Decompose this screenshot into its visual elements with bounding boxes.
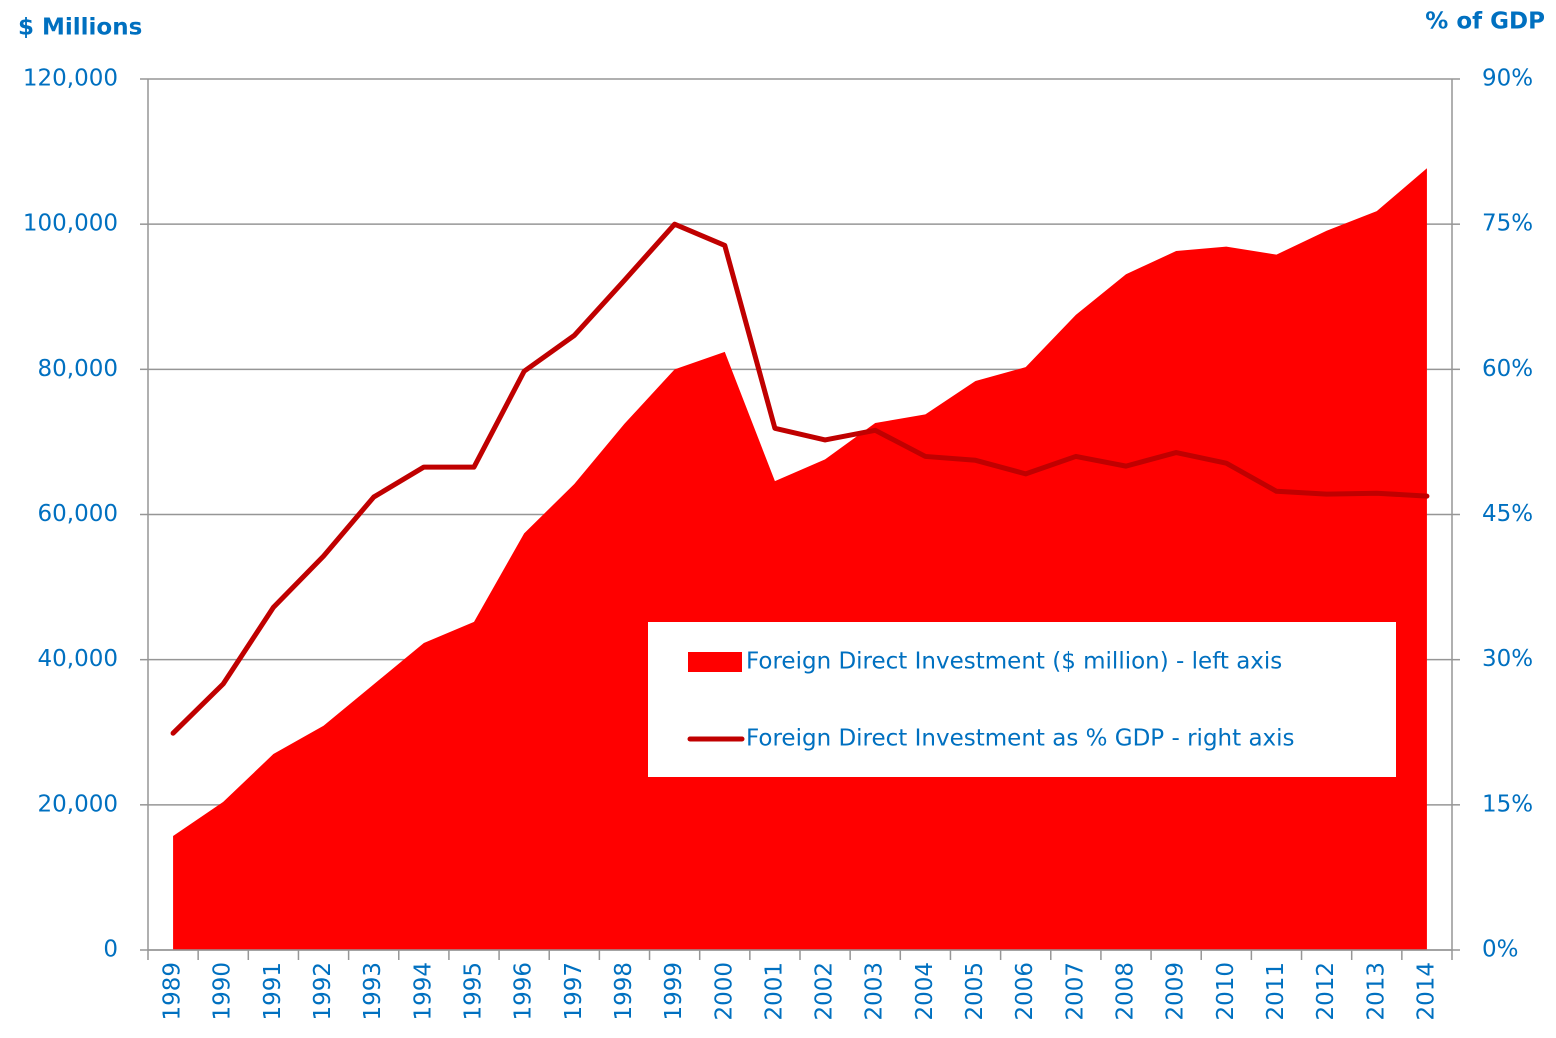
y-tick-label: 40,000 bbox=[38, 646, 118, 672]
y2-tick-label: 0% bbox=[1482, 937, 1519, 963]
x-tick-label: 2009 bbox=[1163, 962, 1189, 1021]
y2-tick-label: 75% bbox=[1482, 211, 1533, 237]
x-tick-label: 1994 bbox=[410, 962, 436, 1021]
line bbox=[170, 221, 1430, 736]
x-tick-label: 2004 bbox=[912, 962, 938, 1021]
x-tick-label: 2002 bbox=[812, 962, 838, 1021]
x-tick-label: 2012 bbox=[1313, 962, 1339, 1021]
x-tick-label: 2014 bbox=[1413, 962, 1439, 1021]
legend-label: Foreign Direct Investment ($ million) - … bbox=[746, 649, 1282, 675]
y2-tick-label: 60% bbox=[1482, 356, 1533, 382]
x-tick-label: 2010 bbox=[1213, 962, 1239, 1021]
x-tick-label: 2011 bbox=[1263, 962, 1289, 1021]
x-tick-label: 1996 bbox=[511, 962, 537, 1021]
y-tick-label: 20,000 bbox=[38, 791, 118, 817]
x-tick-label: 2005 bbox=[962, 962, 988, 1021]
x-tick-label: 1998 bbox=[611, 962, 637, 1021]
y-tick-label: 60,000 bbox=[38, 501, 118, 527]
y2-tick-label: 15% bbox=[1482, 791, 1533, 817]
x-tick-label: 2007 bbox=[1062, 962, 1088, 1021]
legend-box bbox=[648, 622, 1396, 777]
y-tick-label: 0 bbox=[103, 937, 118, 963]
x-tick-label: 1989 bbox=[160, 962, 186, 1021]
y2-tick-label: 90% bbox=[1482, 66, 1533, 92]
x-tick-label: 2008 bbox=[1113, 962, 1139, 1021]
y-tick-label: 80,000 bbox=[38, 356, 118, 382]
x-tick-label: 1990 bbox=[210, 962, 236, 1021]
x-tick-label: 1997 bbox=[561, 962, 587, 1021]
x-tick-label: 2003 bbox=[862, 962, 888, 1021]
x-tick-label: 1993 bbox=[360, 962, 386, 1021]
area bbox=[173, 168, 1427, 951]
y2-axis-title: % of GDP bbox=[1425, 9, 1545, 35]
x-tick-label: 1999 bbox=[661, 962, 687, 1021]
y2-tick-label: 45% bbox=[1482, 501, 1533, 527]
x-tick-label: 2001 bbox=[761, 962, 787, 1021]
y-axis-title: $ Millions bbox=[18, 15, 142, 41]
y-tick-label: 120,000 bbox=[23, 66, 118, 92]
x-tick-label: 1992 bbox=[310, 962, 336, 1021]
x-tick-label: 1991 bbox=[260, 962, 286, 1021]
x-tick-label: 2006 bbox=[1012, 962, 1038, 1021]
legend-label: Foreign Direct Investment as % GDP - rig… bbox=[746, 726, 1295, 752]
x-tick-label: 2013 bbox=[1363, 962, 1389, 1021]
x-tick-label: 1995 bbox=[461, 962, 487, 1021]
x-tick-label: 2000 bbox=[711, 962, 737, 1021]
legend-swatch bbox=[688, 652, 742, 672]
y2-tick-label: 30% bbox=[1482, 646, 1533, 672]
y-tick-label: 100,000 bbox=[23, 211, 118, 237]
